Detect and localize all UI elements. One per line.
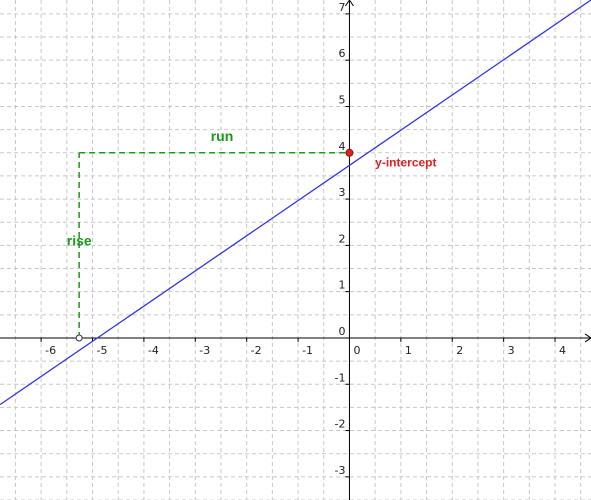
y-tick-label: -2 bbox=[334, 418, 345, 431]
y-tick-label: 2 bbox=[338, 232, 345, 245]
x-tick-label: 2 bbox=[456, 344, 463, 357]
x-tick-label: 0 bbox=[353, 344, 360, 357]
x-tick-label: -5 bbox=[97, 344, 108, 357]
x-tick-label: 1 bbox=[405, 344, 412, 357]
y-intercept-point bbox=[345, 148, 354, 157]
y-tick-label: 6 bbox=[338, 47, 345, 60]
series-line bbox=[0, 0, 591, 406]
series bbox=[0, 0, 591, 406]
points bbox=[75, 148, 354, 342]
guides bbox=[78, 152, 350, 338]
y-tick-label: 7 bbox=[338, 1, 345, 14]
x-tick-label: -4 bbox=[148, 344, 159, 357]
x-tick-label: -6 bbox=[45, 344, 56, 357]
x-intercept-point bbox=[75, 334, 83, 342]
x-tick-label: -1 bbox=[302, 344, 313, 357]
y-tick-label: -1 bbox=[334, 371, 345, 384]
x-axis-arrow bbox=[584, 333, 591, 343]
x-tick-label: -3 bbox=[199, 344, 210, 357]
y-tick-label: 5 bbox=[338, 93, 345, 106]
annotations: run rise y-intercept bbox=[67, 128, 437, 248]
y-tick-label: 1 bbox=[338, 279, 345, 292]
x-tick-label: 3 bbox=[508, 344, 515, 357]
rise-label: rise bbox=[67, 232, 92, 248]
x-tick-label: 4 bbox=[559, 344, 566, 357]
y-tick-label: 4 bbox=[338, 140, 345, 153]
y-tick-label: 0 bbox=[338, 325, 345, 338]
x-tick-label: -2 bbox=[251, 344, 262, 357]
y-tick-label: -3 bbox=[334, 464, 345, 477]
run-label: run bbox=[211, 128, 234, 144]
y-intercept-label: y-intercept bbox=[375, 156, 436, 170]
y-tick-label: 3 bbox=[338, 186, 345, 199]
tick-labels: -6 -5 -4 -3 -2 -1 0 1 2 3 4 -3 -2 -1 0 1 2 3 4 5 6 7 bbox=[45, 1, 566, 477]
y-axis-arrow bbox=[345, 0, 354, 7]
